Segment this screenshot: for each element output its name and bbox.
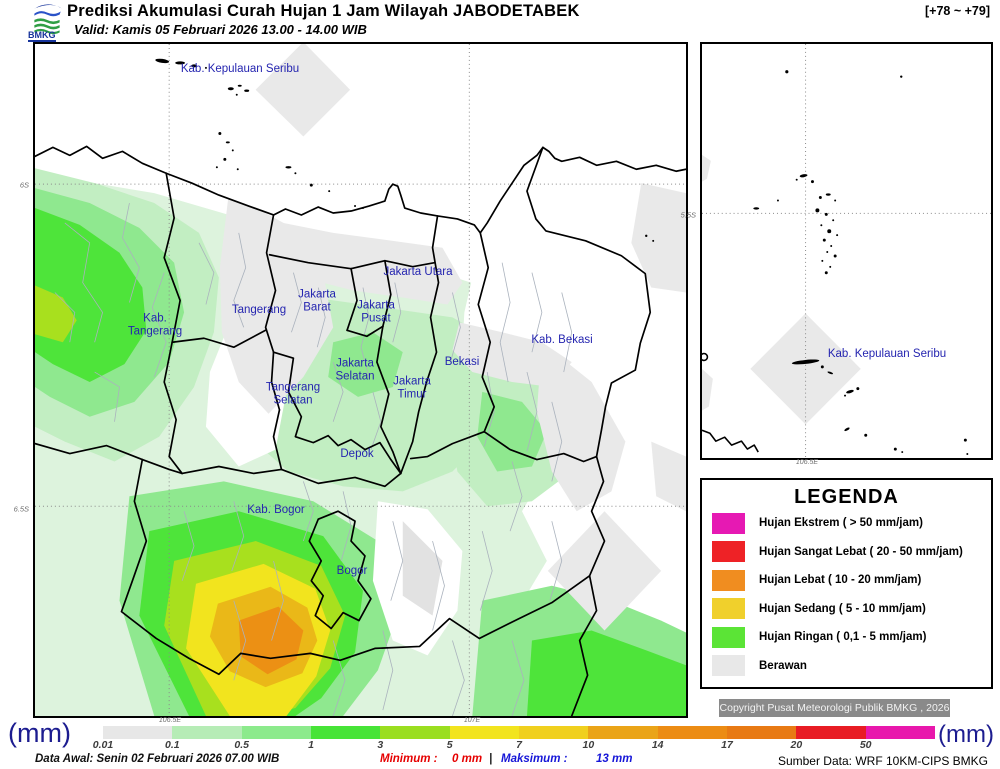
- subdistrict-borders: [54, 202, 573, 716]
- colorbar-segment-0.5: [241, 726, 311, 739]
- region-label-bogor: Bogor: [336, 564, 368, 577]
- lat-tick-6.5S: 6.5S: [13, 504, 29, 514]
- colorbar-ticks: 0.01 0.1 0.5 1 3 5 7 10 14 17 20 50: [93, 739, 935, 752]
- legend-row-3: Hujan Sedang ( 5 - 10 mm/jam): [702, 595, 991, 624]
- legend-label-3: Hujan Sedang ( 5 - 10 mm/jam): [759, 602, 926, 615]
- valid-datetime: Valid: Kamis 05 Februari 2026 13.00 - 14…: [74, 22, 367, 37]
- inset-map-canvas: [702, 44, 991, 458]
- bmkg-logo-icon: [33, 4, 62, 35]
- main-map: Kab. Kepulauan Seribu Tangerang Kab. Tanger…: [14, 42, 688, 724]
- colorbar-tick-14: 14: [651, 739, 664, 751]
- colorbar-segment-7: [518, 726, 589, 739]
- legend-row-0: Hujan Ekstrem ( > 50 mm/jam): [702, 509, 991, 538]
- region-label-jakarta-timur: Jakarta Timur: [393, 375, 431, 401]
- colorbar-segment-0.01: [103, 726, 173, 739]
- colorbar-segment-50: [865, 726, 935, 739]
- colorbar-segment-17: [726, 726, 797, 739]
- lat-tick-5.5S: 5.5S: [680, 210, 696, 220]
- colorbar-segment-1: [310, 726, 381, 739]
- colorbar-tick-50: 50: [859, 739, 872, 751]
- graticule: [35, 44, 686, 716]
- colorbar-segment-14: [657, 726, 727, 739]
- colorbar-tick-7: 7: [516, 739, 522, 751]
- bmkg-logo-text: BMKG: [28, 30, 56, 42]
- colorbar-tick-10: 10: [582, 739, 595, 751]
- legend-row-5: Berawan: [702, 652, 991, 681]
- legend-swatch-0: [712, 512, 745, 534]
- colorbar-tick-20: 20: [790, 739, 803, 751]
- colorbar-segment-3: [380, 726, 450, 739]
- colorbar-tick-0.1: 0.1: [165, 739, 180, 751]
- page-title: Prediksi Akumulasi Curah Hujan 1 Jam Wil…: [67, 2, 580, 20]
- region-label-kab-bekasi: Kab. Bekasi: [531, 333, 593, 346]
- legend-swatch-4: [712, 626, 745, 648]
- region-label-kab-kepulauan-seribu: Kab. Kepulauan Seribu: [180, 62, 300, 75]
- region-label-jakarta-utara: Jakarta Utara: [383, 265, 453, 278]
- colorbar-tick-5: 5: [446, 739, 453, 751]
- region-label-inset-kepulauan-seribu: Kab. Kepulauan Seribu: [827, 347, 947, 360]
- legend-label-5: Berawan: [759, 659, 807, 672]
- legend-panel: LEGENDA Hujan Ekstrem ( > 50 mm/jam) Huja…: [700, 478, 993, 689]
- data-awal-text: Data Awal: Senin 02 Februari 2026 07.00 …: [35, 753, 280, 765]
- lat-tick-6S: 6S: [19, 180, 29, 190]
- region-label-kab-bogor: Kab. Bogor: [247, 503, 305, 516]
- legend-row-1: Hujan Sangat Lebat ( 20 - 50 mm/jam): [702, 538, 991, 567]
- region-label-tangerang-selatan: Tangerang Selatan: [265, 381, 321, 407]
- rain-shading: [35, 147, 686, 716]
- legend-row-4: Hujan Ringan ( 0,1 - 5 mm/jam): [702, 623, 991, 652]
- lon-tick-106.5E: 106.5E: [795, 459, 819, 466]
- legend-title: LEGENDA: [794, 486, 899, 508]
- inset-coastline: [702, 352, 759, 453]
- legend-label-2: Hujan Lebat ( 10 - 20 mm/jam): [759, 574, 922, 587]
- legend-swatch-1: [712, 541, 745, 563]
- inset-islands: [753, 70, 969, 456]
- colorbar: [103, 726, 935, 739]
- colorbar-segment-0.1: [172, 726, 242, 739]
- main-map-canvas: [35, 44, 686, 716]
- inset-graticule: [702, 44, 991, 458]
- region-label-jakarta-barat: Jakarta Barat: [298, 288, 336, 314]
- forecast-lead-range: [+78 ~ +79]: [925, 4, 990, 18]
- region-label-depok: Depok: [340, 447, 374, 460]
- cloud-shading: [219, 44, 686, 631]
- colorbar-tick-17: 17: [721, 739, 733, 751]
- colorbar-tick-0.5: 0.5: [234, 739, 249, 751]
- colorbar-tick-0.01: 0.01: [92, 739, 114, 751]
- maksimum-label: Maksimum :: [501, 753, 568, 765]
- inset-map-kepulauan-seribu: Kab. Kepulauan Seribu 5.5S 106.5E: [681, 42, 993, 466]
- legend-label-1: Hujan Sangat Lebat ( 20 - 50 mm/jam): [759, 545, 963, 558]
- minimum-value: 0 mm: [452, 753, 483, 765]
- colorbar-segment-5: [449, 726, 519, 739]
- region-label-jakarta-selatan: Jakarta Selatan: [335, 357, 375, 383]
- district-borders: [35, 145, 686, 716]
- legend-swatch-3: [712, 598, 745, 620]
- minmax-separator: |: [489, 753, 493, 765]
- islands: [155, 58, 655, 242]
- region-label-kab-tangerang: Kab. Tangerang: [127, 312, 183, 338]
- region-label-jakarta-pusat: Jakarta Pusat: [357, 299, 395, 325]
- legend-items: Hujan Ekstrem ( > 50 mm/jam) Hujan Sangat…: [702, 509, 991, 680]
- colorbar-tick-3: 3: [377, 739, 384, 751]
- legend-row-2: Hujan Lebat ( 10 - 20 mm/jam): [702, 566, 991, 595]
- colorbar-segment-20: [796, 726, 866, 739]
- legend-label-4: Hujan Ringan ( 0,1 - 5 mm/jam): [759, 631, 927, 644]
- region-label-bekasi: Bekasi: [444, 355, 480, 368]
- lon-tick-107E: 107E: [463, 717, 481, 724]
- lon-tick-106.5E: 106.5E: [158, 717, 182, 724]
- sumber-data-text: Sumber Data: WRF 10KM-CIPS BMKG: [777, 754, 988, 768]
- maksimum-value: 13 mm: [596, 753, 633, 765]
- colorbar-unit-right: (mm): [938, 721, 994, 748]
- colorbar-unit-left: (mm): [8, 718, 71, 748]
- copyright-bar: Copyright Pusat Meteorologi Publik BMKG …: [719, 699, 950, 717]
- region-label-tangerang: Tangerang: [231, 303, 287, 316]
- colorbar-tick-1: 1: [308, 739, 314, 751]
- colorbar-segment-10: [588, 726, 658, 739]
- legend-swatch-5: [712, 655, 745, 677]
- bmkg-logo: [27, 2, 67, 42]
- minimum-label: Minimum :: [380, 753, 438, 765]
- legend-swatch-2: [712, 569, 745, 591]
- cloud-diamond-seribu: [255, 44, 351, 137]
- legend-label-0: Hujan Ekstrem ( > 50 mm/jam): [759, 517, 923, 530]
